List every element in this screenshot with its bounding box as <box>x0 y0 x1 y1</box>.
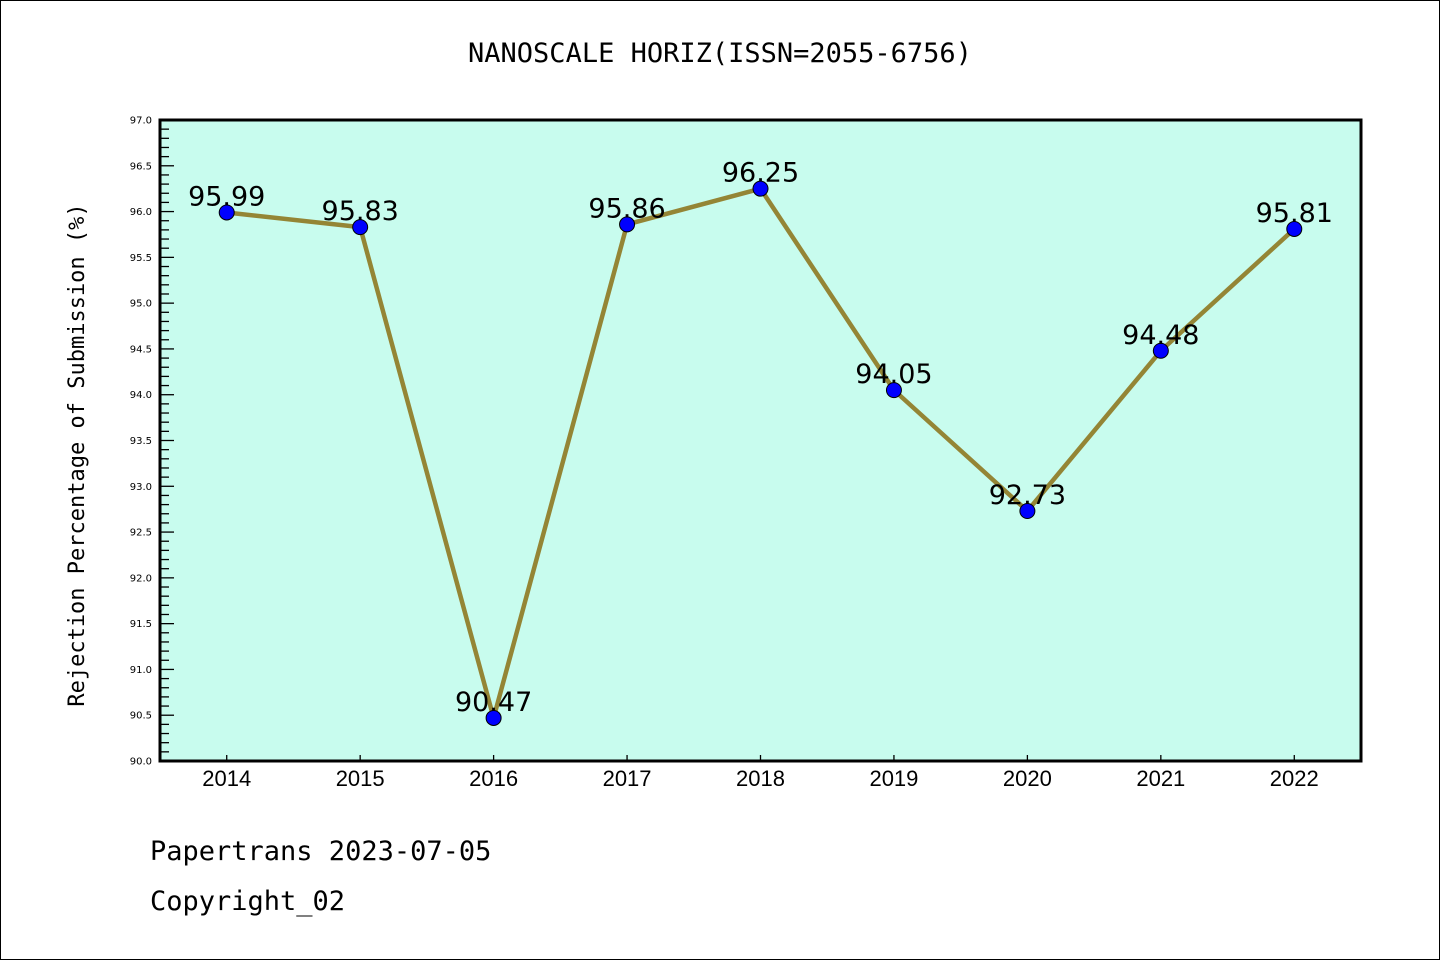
x-tick-label: 2017 <box>603 766 652 791</box>
y-tick-label: 94.0 <box>130 390 152 401</box>
data-label: 92.73 <box>989 480 1066 511</box>
data-point <box>885 382 902 399</box>
y-tick-label: 93.0 <box>130 482 152 493</box>
y-tick-label: 97.0 <box>130 116 152 127</box>
y-tick-label: 90.5 <box>130 711 152 722</box>
y-tick-label: 92.0 <box>130 573 152 584</box>
y-tick-label: 96.0 <box>130 207 152 218</box>
y-tick-label: 91.0 <box>130 665 152 676</box>
x-tick-label: 2014 <box>202 766 251 791</box>
chart-title: NANOSCALE HORIZ(ISSN=2055-6756) <box>468 38 972 69</box>
x-tick-label: 2020 <box>1003 766 1052 791</box>
plot-border <box>158 118 1363 763</box>
data-point <box>752 180 769 197</box>
data-label: 95.83 <box>322 196 399 227</box>
y-tick-label: 95.5 <box>130 253 152 264</box>
y-axis-label: Rejection Percentage of Submission (%) <box>65 203 90 706</box>
data-point <box>218 204 235 221</box>
data-label: 96.25 <box>722 158 799 189</box>
y-tick-label: 95.0 <box>130 299 152 310</box>
x-tick-label: 2022 <box>1270 766 1319 791</box>
data-point <box>1286 220 1303 237</box>
x-tick-label: 2019 <box>869 766 918 791</box>
x-tick-label: 2016 <box>469 766 518 791</box>
data-label: 94.48 <box>1122 320 1199 351</box>
data-label: 95.99 <box>188 181 265 212</box>
y-tick-label: 90.0 <box>130 757 152 768</box>
data-point <box>352 219 369 236</box>
y-tick-label: 94.5 <box>130 344 152 355</box>
data-label: 94.05 <box>855 359 932 390</box>
data-point <box>1152 342 1169 359</box>
data-label: 90.47 <box>455 687 532 718</box>
y-tick-label: 91.5 <box>130 619 152 630</box>
data-label: 95.81 <box>1256 198 1333 229</box>
y-tick-label: 93.5 <box>130 436 152 447</box>
data-label: 95.86 <box>588 193 665 224</box>
footer-copyright: Copyright_02 <box>150 886 346 917</box>
footer-date: Papertrans 2023-07-05 <box>150 836 492 867</box>
x-tick-label: 2018 <box>736 766 785 791</box>
x-tick-label: 2015 <box>336 766 385 791</box>
data-point <box>1019 503 1036 520</box>
data-point <box>485 709 502 726</box>
data-point <box>619 216 636 233</box>
y-tick-label: 92.5 <box>130 528 152 539</box>
x-tick-label: 2021 <box>1136 766 1185 791</box>
y-tick-label: 96.5 <box>130 161 152 172</box>
